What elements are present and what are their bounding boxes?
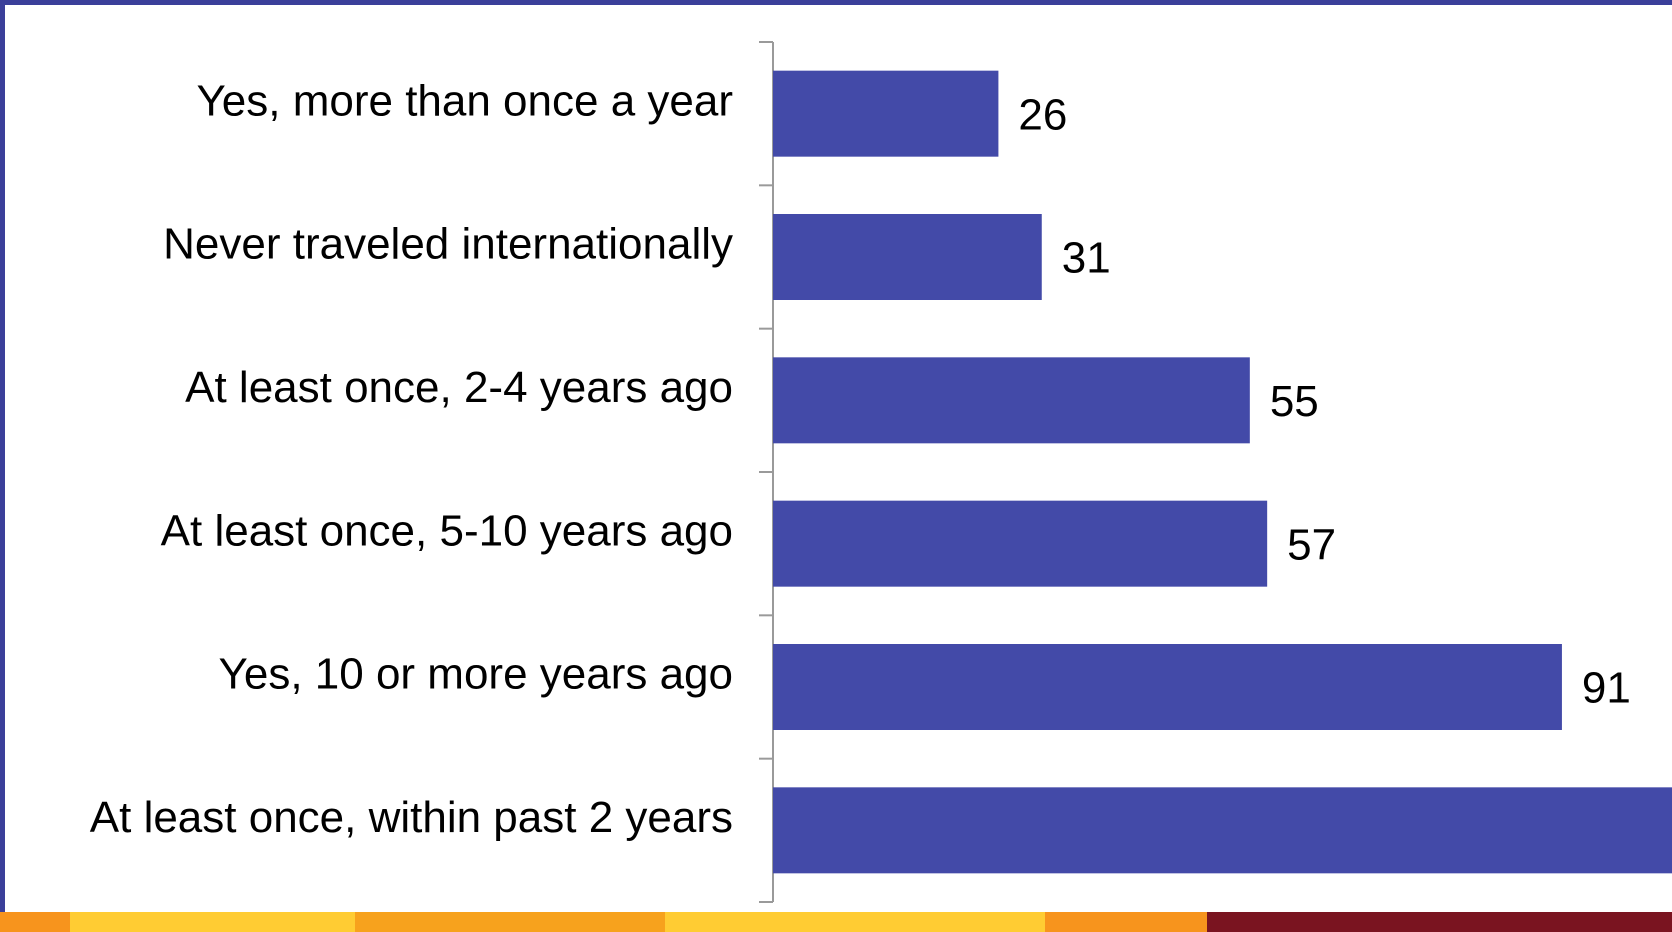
category-label: At least once, within past 2 years [90, 793, 733, 842]
bar [773, 357, 1250, 444]
value-label: 31 [1062, 234, 1111, 283]
value-label: 55 [1270, 377, 1319, 426]
category-label: Yes, 10 or more years ago [219, 650, 733, 699]
category-label: Yes, more than once a year [197, 76, 734, 125]
value-label: 26 [1018, 90, 1067, 139]
footer-color-strip [0, 912, 1672, 932]
value-label: 91 [1582, 664, 1631, 713]
bar [773, 644, 1562, 730]
footer-segment-yellow-2 [665, 912, 1045, 932]
bar [773, 214, 1042, 300]
bar [773, 787, 1672, 874]
bar [773, 70, 999, 157]
footer-segment-maroon [1207, 912, 1672, 932]
footer-segment-yellow-1 [70, 912, 355, 932]
category-label: At least once, 2-4 years ago [185, 363, 733, 412]
category-label: Never traveled internationally [163, 220, 733, 269]
category-label: At least once, 5-10 years ago [161, 506, 733, 555]
footer-segment-orange-3 [1045, 912, 1207, 932]
bar [773, 500, 1268, 587]
value-label: 57 [1287, 520, 1336, 569]
bar-chart: Yes, more than once a year 26 Never travel… [90, 41, 1672, 903]
footer-segment-orange-1 [0, 912, 70, 932]
footer-segment-orange-2 [355, 912, 665, 932]
